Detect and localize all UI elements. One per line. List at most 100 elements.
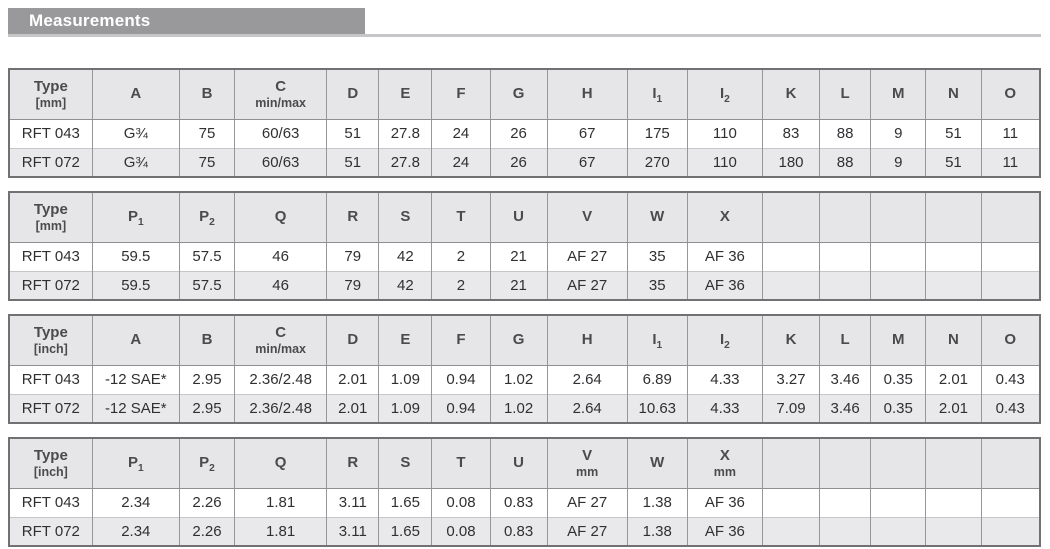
value-cell: 2 — [431, 270, 491, 300]
value-cell: 4.33 — [686, 393, 763, 423]
value-cell: 3.27 — [761, 365, 821, 394]
column-label: P2 — [199, 208, 215, 229]
value-cell: 0.08 — [431, 516, 491, 546]
value-cell: 0.94 — [431, 365, 491, 394]
value-cell: 1.65 — [378, 488, 433, 517]
column-label: Q — [274, 454, 287, 472]
value-cell — [819, 516, 872, 546]
column-label: I1 — [652, 331, 663, 352]
row-type-cell: RFT 043 — [8, 119, 93, 148]
table-row: RFT 072 -12 SAE* 2.95 2.36/2.48 2.01 1.09 0.94… — [8, 393, 1041, 423]
value-cell: 0.43 — [980, 393, 1041, 423]
value-cell: 0.83 — [489, 516, 548, 546]
row-type-cell: RFT 072 — [8, 516, 93, 546]
value-cell: 180 — [761, 147, 821, 177]
column-header-i2: I2 — [686, 315, 763, 366]
column-label: V — [582, 447, 593, 465]
type-unit-label: [mm] — [35, 95, 67, 110]
value-cell — [980, 488, 1041, 517]
value-cell: 2.95 — [178, 393, 236, 423]
value-cell — [925, 488, 982, 517]
value-cell: 67 — [546, 119, 628, 148]
value-cell: 2.01 — [925, 365, 982, 394]
column-label: U — [513, 208, 524, 226]
value-cell: 0.35 — [870, 393, 927, 423]
value-cell: 0.43 — [980, 365, 1041, 394]
value-cell: 26 — [489, 119, 548, 148]
column-header-h: H — [546, 69, 628, 120]
value-cell: 0.08 — [431, 488, 491, 517]
row-type-cell: RFT 072 — [8, 393, 93, 423]
column-header-n: N — [925, 315, 982, 366]
column-header-g: G — [489, 315, 548, 366]
value-cell — [980, 516, 1041, 546]
column-label: M — [892, 331, 905, 349]
column-header-h: H — [546, 315, 628, 366]
column-label: O — [1004, 85, 1017, 103]
value-cell: 1.65 — [378, 516, 433, 546]
value-cell — [980, 242, 1041, 271]
value-cell: 110 — [686, 119, 763, 148]
value-cell: 11 — [980, 147, 1041, 177]
column-header-l: L — [819, 315, 872, 366]
column-label: U — [513, 454, 524, 472]
value-cell: 270 — [626, 147, 688, 177]
value-cell: 35 — [626, 270, 688, 300]
column-header-w: W — [626, 438, 688, 489]
column-header-empty — [870, 192, 927, 243]
column-label: B — [201, 331, 213, 349]
column-label: O — [1004, 331, 1017, 349]
table-row: RFT 072 59.5 57.5 46 79 42 2 21 AF 27 35 AF 36 — [8, 270, 1041, 300]
column-label: X — [719, 208, 730, 226]
value-cell — [819, 270, 872, 300]
table-row: RFT 043 2.34 2.26 1.81 3.11 1.65 0.08 0.83 AF 27… — [8, 488, 1041, 517]
value-cell: 7.09 — [761, 393, 821, 423]
value-cell: 57.5 — [178, 242, 236, 271]
value-cell: 26 — [489, 147, 548, 177]
value-cell: 21 — [489, 270, 548, 300]
column-header-k: K — [761, 315, 821, 366]
value-cell: 46 — [234, 270, 328, 300]
type-unit-label: [inch] — [33, 341, 68, 356]
value-cell — [819, 242, 872, 271]
column-label: W — [650, 208, 665, 226]
value-cell — [870, 270, 927, 300]
column-header-a: A — [91, 315, 180, 366]
value-cell — [819, 488, 872, 517]
column-header-e: E — [378, 69, 433, 120]
column-header-f: F — [431, 315, 491, 366]
type-label: Type — [33, 447, 68, 465]
value-cell: 57.5 — [178, 270, 236, 300]
column-header-q: Q — [234, 192, 328, 243]
column-label: H — [581, 85, 593, 103]
value-cell: 67 — [546, 147, 628, 177]
column-label: D — [347, 331, 359, 349]
column-header-d: D — [326, 69, 380, 120]
value-cell: 46 — [234, 242, 328, 271]
column-label: R — [347, 454, 359, 472]
column-header-u: U — [489, 438, 548, 489]
column-label: G — [512, 331, 525, 349]
column-label: C — [275, 78, 287, 96]
value-cell: -12 SAE* — [91, 393, 180, 423]
value-cell: 1.38 — [626, 488, 688, 517]
value-cell: 27.8 — [378, 119, 433, 148]
column-header-empty — [819, 438, 872, 489]
type-column-header: Type [mm] — [8, 192, 93, 243]
value-cell: 2.26 — [178, 516, 236, 546]
column-label: X — [719, 447, 730, 465]
column-label: H — [581, 331, 593, 349]
value-cell: 6.89 — [626, 365, 688, 394]
type-column-header: Type [inch] — [8, 438, 93, 489]
column-header-m: M — [870, 315, 927, 366]
value-cell: 24 — [431, 119, 491, 148]
value-cell: 2.64 — [546, 393, 628, 423]
value-cell: 9 — [870, 119, 927, 148]
table-row: RFT 043 G¾ 75 60/63 51 27.8 24 26 67 175 110 83 88 9 5… — [8, 119, 1041, 148]
value-cell: 0.35 — [870, 365, 927, 394]
column-label: T — [456, 208, 466, 226]
value-cell: 3.46 — [819, 393, 872, 423]
column-header-t: T — [431, 438, 491, 489]
